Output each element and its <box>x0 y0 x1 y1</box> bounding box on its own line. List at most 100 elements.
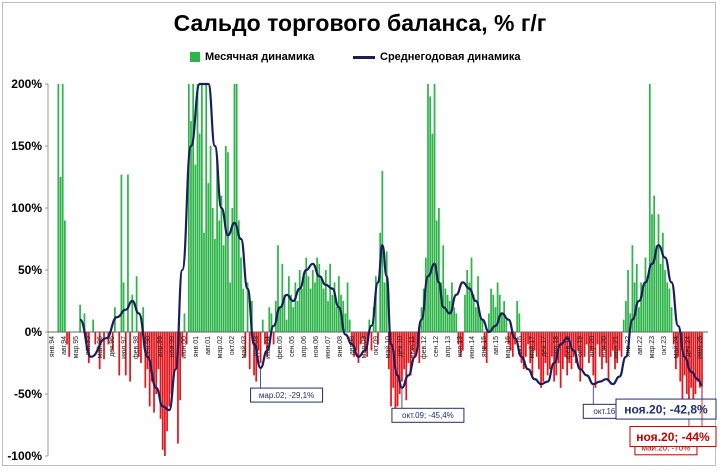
bar-mark <box>124 332 127 376</box>
x-tick-label: дек.96 <box>109 336 116 357</box>
x-tick-label: июл.18 <box>553 336 560 359</box>
x-tick-label: сен.12 <box>433 336 440 357</box>
bar-mark <box>359 332 362 345</box>
bar-mark <box>94 332 97 345</box>
x-tick-label: дек.17 <box>541 336 548 357</box>
bar-mark <box>403 332 405 370</box>
bar-mark <box>538 332 540 370</box>
bar-mark <box>298 270 301 332</box>
bar-mark <box>585 332 588 345</box>
bar-mark <box>83 313 86 332</box>
x-tick-label: янв.94 <box>49 336 56 357</box>
bar-mark <box>492 294 495 332</box>
x-tick-label: ноя.99 <box>169 336 176 357</box>
bar-mark <box>657 214 660 332</box>
bar-mark <box>518 313 521 332</box>
bar-mark <box>148 332 151 407</box>
bar-mark <box>368 319 371 332</box>
bar-mark <box>205 84 208 332</box>
bar-mark <box>324 270 327 332</box>
bar-mark <box>118 332 121 376</box>
bar-mark <box>135 276 138 332</box>
x-tick-label: сен.19 <box>577 336 584 357</box>
bar-mark <box>196 84 199 332</box>
bar-mark <box>566 332 569 376</box>
bar-mark <box>64 220 66 332</box>
x-tick-label: окт.16 <box>517 336 524 355</box>
bar-mark <box>140 332 142 363</box>
x-tick-label: мар.23 <box>649 336 656 358</box>
bar-mark <box>222 245 225 332</box>
bar-mark <box>581 332 584 370</box>
bar-mark <box>677 332 679 357</box>
bar-mark <box>166 332 168 432</box>
bar-mark <box>609 332 612 357</box>
x-tick-label: ноя.13 <box>457 336 464 357</box>
bar-mark <box>405 332 408 401</box>
average-line <box>79 82 703 412</box>
x-tick-label: май.03 <box>240 336 248 358</box>
bar-mark <box>303 276 305 332</box>
y-tick-label: 50% <box>18 263 42 277</box>
bar-mark <box>520 332 523 363</box>
bar-mark <box>398 332 401 394</box>
bar-mark <box>553 332 556 382</box>
bar-mark <box>207 183 210 332</box>
bar-mark <box>529 332 532 363</box>
bar-mark <box>79 304 81 332</box>
bar-mark <box>283 294 286 332</box>
bar-mark <box>670 307 673 332</box>
bar-mark <box>494 307 497 332</box>
bar-mark <box>572 332 575 357</box>
bar-mark <box>127 174 129 332</box>
bar-mark <box>264 332 266 345</box>
y-tick-label: 200% <box>11 77 42 91</box>
bar-mark <box>666 282 669 332</box>
annotation-label: май.20; -70% <box>642 444 691 453</box>
bar-mark <box>103 332 105 360</box>
bar-mark <box>137 332 140 357</box>
bar-mark <box>531 332 534 376</box>
bar-mark <box>548 332 551 370</box>
annotation-box <box>250 387 324 403</box>
bar-mark <box>224 146 227 332</box>
bar-mark <box>337 276 340 332</box>
bar-mark <box>511 332 514 357</box>
bar-mark <box>479 313 482 332</box>
bar-mark <box>696 332 699 382</box>
bar-mark <box>433 84 436 332</box>
bar-mark <box>209 146 212 332</box>
bar-mark <box>98 332 101 370</box>
bar-mark <box>453 307 455 332</box>
bar-mark <box>598 332 601 357</box>
bar-mark <box>583 332 586 357</box>
x-tick-label: май.24 <box>672 336 680 358</box>
bar-mark <box>68 332 71 357</box>
bar-mark <box>174 332 177 370</box>
bar-mark <box>268 307 271 332</box>
bar-mark <box>57 84 60 332</box>
bar-mark <box>233 84 236 332</box>
bar-mark <box>438 208 440 332</box>
bar-mark <box>638 307 640 332</box>
bar-mark <box>516 301 519 332</box>
bar-mark <box>198 133 201 332</box>
bar-mark <box>120 174 123 332</box>
bar-mark <box>200 84 203 332</box>
bar-mark <box>559 332 562 388</box>
bar-mark <box>270 313 273 332</box>
x-tick-label: май.10 <box>384 336 392 358</box>
bar-mark <box>683 332 686 376</box>
bar-mark <box>579 332 582 382</box>
x-tick-label: сен.98 <box>145 336 152 357</box>
bar-mark <box>483 332 486 351</box>
bar-mark <box>664 270 666 332</box>
bar-mark <box>259 332 262 363</box>
bar-mark <box>377 332 379 345</box>
bar-mark <box>501 313 503 332</box>
bar-mark <box>603 332 606 351</box>
bar-mark <box>190 121 192 332</box>
bar-mark <box>411 332 414 351</box>
bar-mark <box>246 282 249 332</box>
x-tick-label: апр.20 <box>589 336 596 357</box>
